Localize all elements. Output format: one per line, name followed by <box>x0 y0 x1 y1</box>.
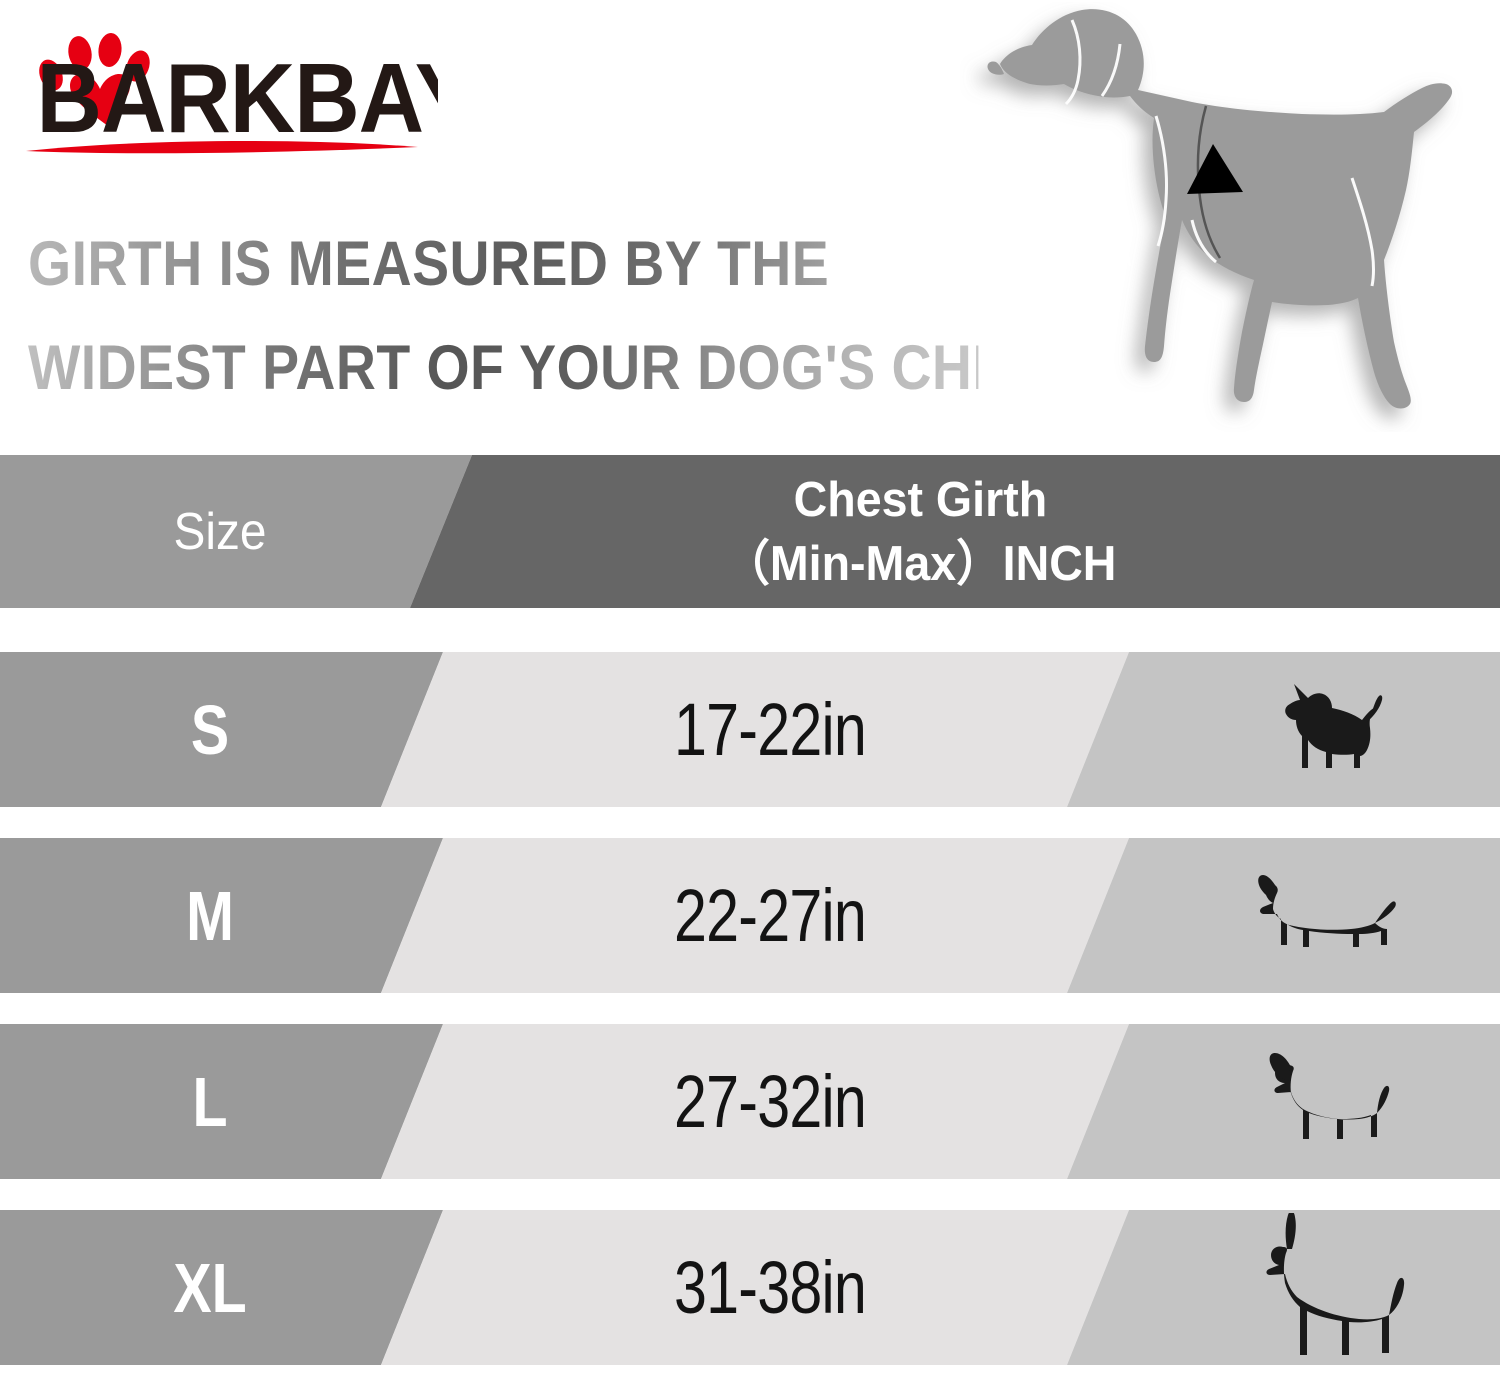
header-right-band <box>410 455 1500 608</box>
dog-body-silhouette <box>987 9 1453 409</box>
header-left-band <box>0 455 472 608</box>
great-dane-icon <box>1180 1210 1480 1365</box>
chest-arrow-icon <box>1187 144 1243 194</box>
girth-measure-line <box>1196 105 1222 259</box>
logo-wordmark-text: BARKBAY <box>37 44 438 154</box>
labrador-icon <box>1180 1024 1480 1179</box>
chihuahua-icon <box>1180 652 1480 807</box>
dachshund-icon <box>1180 838 1480 993</box>
table-row: XL 31-38in <box>0 1210 1500 1365</box>
table-row: L 27-32in <box>0 1024 1500 1179</box>
table-row: S 17-22in <box>0 652 1500 807</box>
size-chart-table: Size Chest Girth （Min-Max）INCH S 17-22in… <box>0 455 1500 1396</box>
table-header-row: Size Chest Girth （Min-Max）INCH <box>0 455 1500 608</box>
headline-line-1: GIRTH IS MEASURED BY THE <box>28 212 978 316</box>
dog-measurement-illustration <box>960 2 1500 432</box>
logo-swoosh <box>26 141 418 154</box>
header-section: BARKBAY GIRTH IS MEASURED BY THE WIDEST … <box>0 0 1500 452</box>
brand-logo: BARKBAY <box>18 18 438 158</box>
headline-line-2: WIDEST PART OF YOUR DOG'S CHEST. <box>28 316 1091 420</box>
dog-contour-lines <box>1064 19 1375 287</box>
headline-block: GIRTH IS MEASURED BY THE WIDEST PART OF … <box>28 212 1108 420</box>
table-row: M 22-27in <box>0 838 1500 993</box>
paw-print-icon <box>39 33 150 126</box>
